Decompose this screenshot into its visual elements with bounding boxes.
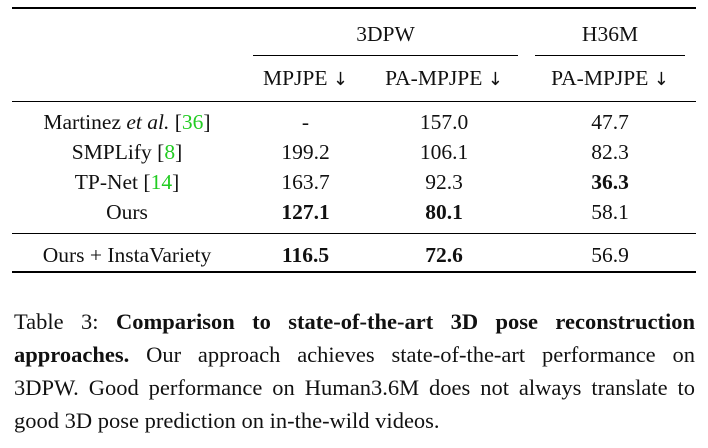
method-name: Martinez <box>43 110 127 134</box>
column-header-mpjpe: MPJPE ↓ <box>253 65 358 93</box>
down-arrow-icon: ↓ <box>332 69 348 90</box>
value-cell: 82.3 <box>591 140 629 164</box>
method-cell: Ours <box>12 199 242 225</box>
value-cell-best: 127.1 <box>281 200 330 224</box>
caption-bold-text: Comparison to state-of-the-art 3D pose r… <box>14 309 695 367</box>
column-header-pa-mpjpe-3dpw: PA-MPJPE ↓ <box>368 65 520 93</box>
method-name: SMPLify <box>71 140 158 164</box>
column-header-label: MPJPE <box>262 66 328 90</box>
value-cell: 106.1 <box>419 140 469 164</box>
value-cell: 92.3 <box>425 170 463 194</box>
value-cell: 56.9 <box>591 243 629 267</box>
value-cell: 163.7 <box>281 170 330 194</box>
column-header-label: PA-MPJPE <box>551 66 649 90</box>
caption-text: Our approach achieves state-of-the-art p… <box>14 342 696 433</box>
down-arrow-icon: ↓ <box>653 69 669 90</box>
group-rule-3dpw <box>253 55 518 56</box>
ref-bracket-close: ] <box>203 110 211 134</box>
header-rule <box>12 101 696 102</box>
value-cell-best: 72.6 <box>425 243 463 267</box>
column-header-pa-mpjpe-h36m: PA-MPJPE ↓ <box>535 65 685 93</box>
group-rule-h36m <box>535 55 685 56</box>
value-cell: 157.0 <box>419 110 469 134</box>
group-header-h36m: H36M <box>581 22 639 46</box>
value-cell: 199.2 <box>281 140 330 164</box>
ref-bracket-open: [ <box>174 110 182 134</box>
method-cell: Martinez et al. [36] <box>12 109 242 135</box>
method-name: Ours <box>106 200 148 224</box>
method-name-em: et al. <box>126 110 170 134</box>
caption-label: Table 3: <box>14 309 99 334</box>
bottom-rule <box>12 271 696 273</box>
value-cell-best: 80.1 <box>425 200 463 224</box>
value-cell: 47.7 <box>591 110 629 134</box>
value-cell: - <box>301 110 310 134</box>
ref-bracket-close: ] <box>172 170 180 194</box>
top-rule <box>12 7 696 9</box>
method-cell: Ours + InstaVariety <box>42 243 212 267</box>
ref-bracket-close: ] <box>175 140 183 164</box>
value-cell-best: 36.3 <box>591 170 629 194</box>
citation-link[interactable]: 14 <box>150 170 173 194</box>
value-cell-best: 116.5 <box>281 243 330 267</box>
final-row-rule <box>12 233 696 234</box>
citation-link[interactable]: 8 <box>164 140 176 164</box>
method-name: TP-Net <box>74 170 144 194</box>
ref-bracket-open: [ <box>143 170 151 194</box>
method-cell: TP-Net [14] <box>12 169 242 195</box>
citation-link[interactable]: 36 <box>181 110 204 134</box>
ref-bracket-open: [ <box>157 140 165 164</box>
value-cell: 58.1 <box>591 200 629 224</box>
down-arrow-icon: ↓ <box>487 69 503 90</box>
method-cell: SMPLify [8] <box>12 139 242 165</box>
column-header-label: PA-MPJPE <box>385 66 483 90</box>
group-header-3dpw: 3DPW <box>356 22 415 46</box>
table-caption: Table 3: Comparison to state-of-the-art … <box>14 305 695 437</box>
